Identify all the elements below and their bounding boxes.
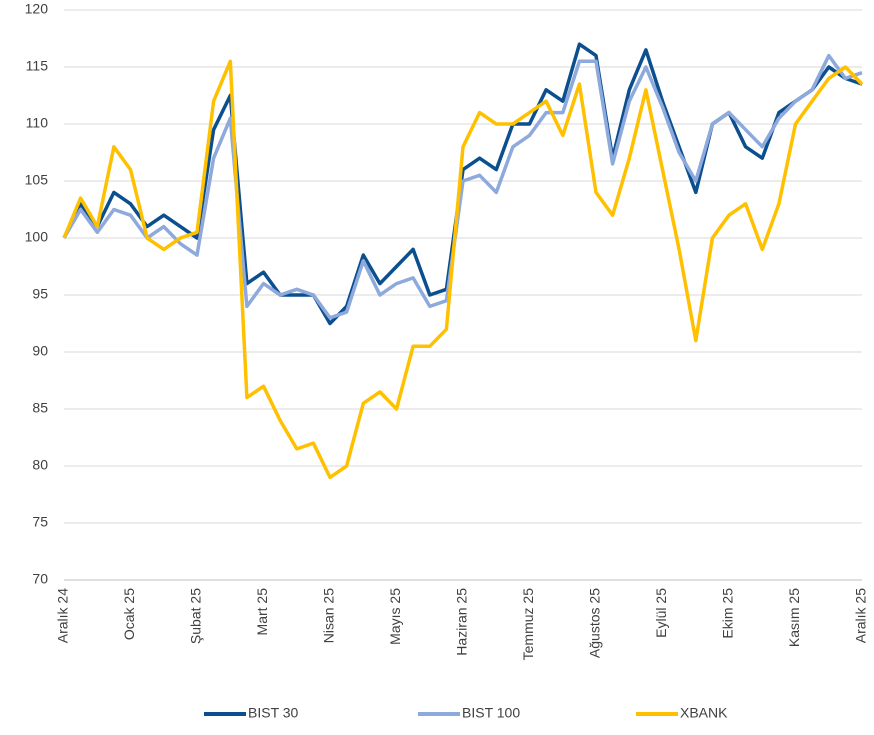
legend-label: BIST 100 <box>462 705 520 721</box>
y-tick-label: 120 <box>25 1 49 17</box>
y-tick-label: 105 <box>25 172 49 188</box>
legend-label: XBANK <box>680 705 728 721</box>
series-line <box>62 53 863 320</box>
series-line <box>62 59 864 480</box>
x-tick-label: Ekim 25 <box>720 588 736 639</box>
y-tick-label: 110 <box>26 115 49 131</box>
y-tick-label: 85 <box>32 400 48 416</box>
x-tick-label: Kasım 25 <box>786 588 802 647</box>
y-tick-label: 80 <box>32 457 48 473</box>
legend-label: BIST 30 <box>248 705 299 721</box>
y-tick-label: 100 <box>25 229 49 245</box>
x-tick-label: Haziran 25 <box>454 588 470 656</box>
y-tick-label: 70 <box>32 571 48 587</box>
x-tick-label: Ağustos 25 <box>587 588 603 658</box>
x-tick-label: Nisan 25 <box>321 588 337 643</box>
x-tick-label: Mart 25 <box>254 588 270 636</box>
y-tick-label: 75 <box>32 514 48 530</box>
x-tick-label: Mayıs 25 <box>387 588 403 645</box>
x-tick-label: Aralık 25 <box>853 588 869 643</box>
x-tick-label: Şubat 25 <box>188 588 204 644</box>
x-tick-label: Eylül 25 <box>653 588 669 638</box>
y-tick-label: 115 <box>26 58 49 74</box>
y-tick-label: 90 <box>32 343 48 359</box>
x-tick-label: Ocak 25 <box>121 588 137 640</box>
y-tick-label: 95 <box>32 286 48 302</box>
x-tick-label: Temmuz 25 <box>520 588 536 661</box>
x-tick-label: Aralık 24 <box>55 588 71 643</box>
